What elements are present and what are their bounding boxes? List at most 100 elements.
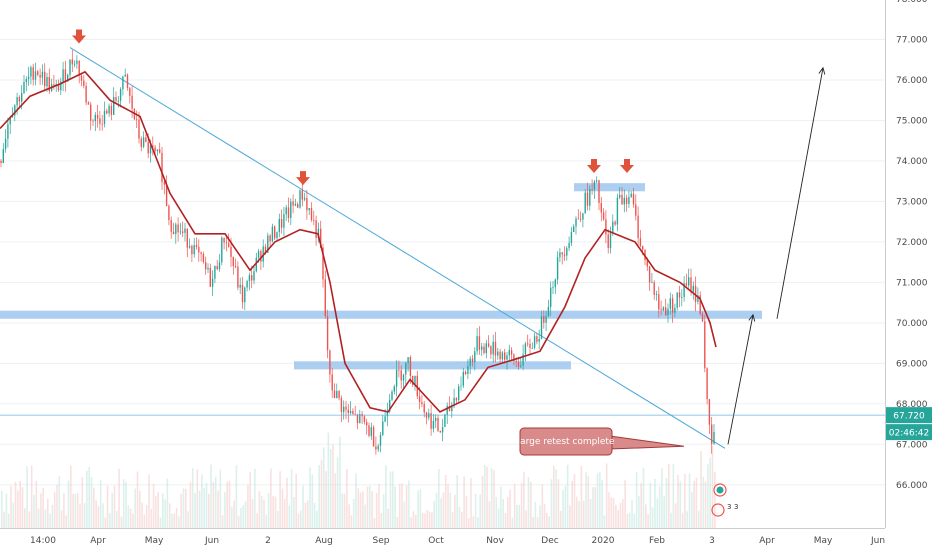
candle-body bbox=[529, 343, 531, 348]
volume-bar bbox=[111, 492, 113, 528]
price-tick-label: 67.000 bbox=[896, 440, 928, 450]
candle-body bbox=[48, 77, 50, 91]
candle-body bbox=[276, 232, 278, 239]
candle-body bbox=[119, 89, 122, 101]
candle-body bbox=[101, 123, 103, 125]
time-tick-label: Jun bbox=[870, 536, 885, 546]
candle-body bbox=[460, 385, 462, 387]
bottom-icons[interactable]: 3 3 bbox=[711, 483, 738, 517]
candle-body bbox=[172, 231, 175, 234]
candle-body bbox=[149, 145, 152, 154]
candle-body bbox=[352, 411, 354, 414]
candle-body bbox=[444, 414, 446, 427]
volume-bar bbox=[272, 495, 274, 528]
volume-bar bbox=[649, 483, 652, 528]
volume-bar bbox=[656, 498, 659, 528]
candle-body bbox=[506, 355, 508, 360]
candle-body bbox=[405, 363, 407, 375]
price-axis[interactable]: 66.000 67.000 68.000 69.000 70.000 71.000 72.0… bbox=[885, 0, 928, 528]
volume-bar bbox=[451, 512, 454, 528]
volume-bar bbox=[17, 490, 19, 528]
candle-body bbox=[287, 207, 290, 218]
candle-body bbox=[370, 427, 372, 436]
projection-arrows[interactable] bbox=[727, 66, 826, 445]
volume-bar bbox=[139, 490, 141, 528]
candle-body bbox=[435, 418, 437, 421]
support-resistance-zones[interactable] bbox=[0, 183, 762, 370]
candle-body bbox=[269, 235, 271, 242]
candle-body bbox=[402, 374, 405, 381]
volume-bar bbox=[168, 503, 171, 528]
candle-body bbox=[182, 231, 184, 233]
candle-body bbox=[359, 414, 361, 424]
time-tick-label: 2 bbox=[265, 536, 271, 546]
volume-bar bbox=[628, 512, 631, 528]
callout-group[interactable]: large retest complete bbox=[518, 427, 685, 456]
volume-bar bbox=[99, 480, 102, 528]
candle-body bbox=[543, 316, 545, 323]
volume-bar bbox=[357, 488, 360, 528]
volume-bar bbox=[431, 512, 433, 528]
volume-bar bbox=[651, 507, 654, 528]
candle-body bbox=[382, 421, 384, 435]
candle-body bbox=[416, 375, 418, 397]
price-tick-label: 66.000 bbox=[896, 481, 928, 491]
candle-body bbox=[391, 391, 393, 400]
callout-box[interactable] bbox=[519, 427, 613, 456]
candle-body bbox=[297, 204, 299, 208]
volume-bar bbox=[684, 474, 686, 528]
candle-body bbox=[223, 237, 225, 243]
candle-body bbox=[522, 354, 524, 366]
volume-bar bbox=[472, 516, 475, 528]
candle-body bbox=[384, 416, 386, 422]
volume-bar bbox=[461, 512, 463, 528]
volume-bar bbox=[242, 505, 245, 528]
volume-bar bbox=[286, 477, 288, 528]
candle-body bbox=[713, 432, 715, 444]
candle-body bbox=[195, 245, 198, 247]
volume-bar bbox=[302, 485, 304, 528]
volume-bar bbox=[458, 506, 461, 528]
peak-markers[interactable] bbox=[72, 29, 634, 186]
volume-bar bbox=[198, 490, 201, 528]
volume-bar bbox=[488, 501, 491, 528]
alert-ring-icon[interactable] bbox=[711, 503, 725, 517]
candle-body bbox=[660, 309, 662, 311]
candle-body bbox=[612, 221, 614, 234]
volume-bar bbox=[21, 487, 24, 528]
volume-bar bbox=[428, 511, 431, 528]
volume-bar bbox=[513, 483, 516, 528]
volume-bar bbox=[564, 485, 567, 528]
volume-bar bbox=[343, 493, 346, 528]
volume-bar bbox=[355, 473, 357, 528]
volume-bar bbox=[608, 492, 610, 528]
volume-bar bbox=[348, 504, 350, 528]
trendline[interactable] bbox=[69, 47, 726, 449]
time-axis[interactable]: 14:00 Apr May Jun 2 Aug Sep Oct Nov Dec 2020 Feb 3 Ap… bbox=[0, 528, 885, 547]
volume-bar bbox=[707, 464, 709, 528]
candle-body bbox=[561, 252, 563, 255]
volume-bar bbox=[86, 470, 88, 528]
time-tick-label: May bbox=[145, 536, 164, 546]
volume-bar bbox=[313, 502, 316, 528]
volume-bar bbox=[208, 493, 210, 528]
candle-body bbox=[545, 316, 547, 323]
down-arrow-icon bbox=[587, 159, 601, 174]
volume-bar bbox=[194, 492, 196, 528]
candle-body bbox=[30, 67, 32, 77]
candle-body bbox=[517, 361, 520, 367]
candle-body bbox=[57, 84, 60, 91]
candle-body bbox=[697, 295, 699, 302]
candle-body bbox=[508, 350, 510, 356]
candle-body bbox=[165, 184, 168, 206]
volume-bar bbox=[530, 482, 532, 528]
volume-bar bbox=[366, 486, 369, 528]
candle-body bbox=[336, 391, 338, 398]
candle-body bbox=[467, 366, 469, 374]
candle-body bbox=[274, 226, 276, 239]
candle-body bbox=[625, 197, 628, 204]
volume-bar bbox=[323, 447, 325, 528]
candle-body bbox=[448, 405, 451, 412]
